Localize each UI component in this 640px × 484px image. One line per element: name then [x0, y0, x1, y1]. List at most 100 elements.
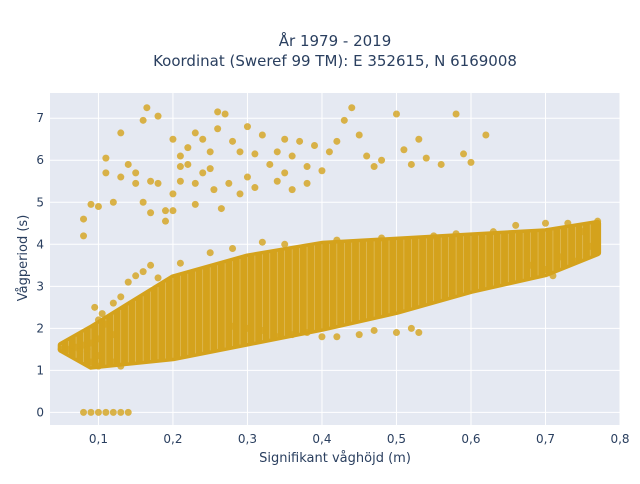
data-point: [467, 158, 475, 166]
data-point: [333, 137, 341, 145]
data-point: [296, 137, 304, 145]
data-point: [586, 242, 594, 250]
data-point: [124, 408, 132, 416]
data-point: [564, 219, 572, 227]
data-points: [57, 104, 602, 416]
data-point: [229, 322, 237, 330]
data-point: [217, 205, 225, 213]
data-point: [236, 190, 244, 198]
data-point: [214, 108, 222, 116]
data-point: [258, 131, 266, 139]
data-point: [161, 207, 169, 215]
y-tick-label: 5: [36, 195, 44, 209]
data-point: [176, 177, 184, 185]
data-point: [206, 148, 214, 156]
data-point: [556, 253, 564, 261]
data-point: [132, 272, 140, 280]
data-point: [370, 163, 378, 171]
data-point: [251, 150, 259, 158]
data-point: [273, 177, 281, 185]
data-point: [169, 135, 177, 143]
data-point: [102, 169, 110, 177]
data-point: [482, 131, 490, 139]
data-point: [355, 331, 363, 339]
y-axis-ticks: 0 1 2 3 4 5 6 7: [36, 111, 44, 419]
data-point: [80, 215, 88, 223]
data-point: [527, 261, 535, 269]
x-axis-ticks: 0,1 0,2 0,3 0,4 0,5 0,6 0,7 0,8: [89, 432, 630, 446]
data-point: [117, 408, 125, 416]
data-point: [407, 160, 415, 168]
data-point: [109, 331, 117, 339]
data-point: [415, 329, 423, 337]
data-point: [132, 179, 140, 187]
chart-title-line2: Koordinat (Sweref 99 TM): E 352615, N 61…: [153, 52, 517, 70]
data-point: [243, 123, 251, 131]
data-point: [251, 184, 259, 192]
data-point: [199, 169, 207, 177]
x-tick-label: 0,1: [89, 432, 108, 446]
data-point: [221, 110, 229, 118]
data-point: [87, 408, 95, 416]
y-tick-label: 0: [36, 405, 44, 419]
data-point: [139, 268, 147, 276]
data-point: [288, 331, 296, 339]
data-point: [214, 125, 222, 133]
y-tick-label: 1: [36, 363, 44, 377]
data-point: [139, 198, 147, 206]
data-point: [549, 272, 557, 280]
data-point: [512, 221, 520, 229]
data-point: [281, 240, 289, 248]
data-point: [452, 110, 460, 118]
data-point: [225, 179, 233, 187]
data-point: [273, 148, 281, 156]
data-point: [594, 217, 602, 225]
data-point: [311, 142, 319, 150]
data-point: [303, 163, 311, 171]
data-point: [176, 259, 184, 267]
data-point: [117, 173, 125, 181]
data-point: [579, 228, 587, 236]
data-point: [87, 200, 95, 208]
data-point: [117, 362, 125, 370]
data-point: [452, 230, 460, 238]
data-point: [206, 165, 214, 173]
y-axis-title: Vågperiod (s): [16, 215, 31, 302]
data-point: [94, 202, 102, 210]
data-point: [161, 217, 169, 225]
data-point: [94, 335, 102, 343]
y-tick-label: 4: [36, 237, 44, 251]
data-point: [83, 345, 91, 353]
data-point: [191, 179, 199, 187]
data-point: [210, 186, 218, 194]
data-point: [117, 293, 125, 301]
data-point: [236, 148, 244, 156]
data-point: [139, 116, 147, 124]
data-point: [392, 329, 400, 337]
data-point: [76, 347, 84, 355]
data-point: [541, 266, 549, 274]
x-tick-label: 0,5: [387, 432, 406, 446]
data-point: [243, 324, 251, 332]
x-tick-label: 0,3: [238, 432, 257, 446]
data-point: [132, 169, 140, 177]
data-point: [191, 129, 199, 137]
data-point: [422, 154, 430, 162]
data-point: [363, 152, 371, 160]
data-point: [169, 207, 177, 215]
y-tick-label: 3: [36, 279, 44, 293]
data-point: [102, 320, 110, 328]
data-point: [258, 238, 266, 246]
data-point: [109, 408, 117, 416]
data-point: [124, 278, 132, 286]
data-point: [147, 261, 155, 269]
data-point: [124, 160, 132, 168]
data-point: [460, 150, 468, 158]
data-point: [437, 160, 445, 168]
data-point: [109, 198, 117, 206]
data-point: [109, 299, 117, 307]
data-point: [415, 135, 423, 143]
data-point: [109, 358, 117, 366]
